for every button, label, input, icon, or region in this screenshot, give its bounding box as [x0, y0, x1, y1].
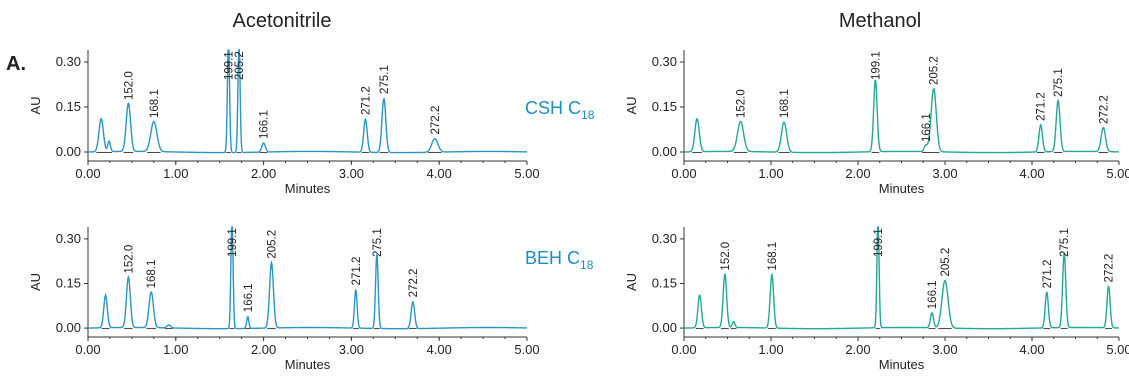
x-tick-label: 3.00 [339, 166, 364, 181]
peak-label: 271.2 [351, 257, 363, 286]
peak-label: 271.2 [360, 86, 372, 115]
x-tick-label: 5.00 [1106, 342, 1129, 357]
chart-methanol-beh: 0.00 1.00 2.00 3.00 4.00 5.00 0.00 0.15 0.30 Minu… [624, 226, 1129, 372]
panel-label: A. [6, 53, 26, 75]
column-label-beh-main: BEH C [525, 248, 580, 268]
peak-label: 272.2 [1104, 254, 1116, 283]
peak-label: 166.1 [243, 283, 255, 312]
x-tick-label: 0.00 [671, 166, 696, 181]
x-tick-label: 4.00 [1019, 166, 1044, 181]
y-tick-label: 0.15 [56, 99, 81, 114]
x-tick-label: 4.00 [1019, 342, 1044, 357]
column-label-csh: CSH C18 [525, 98, 595, 122]
x-axis-label: Minutes [879, 181, 925, 196]
x-tick-label: 3.00 [339, 342, 364, 357]
x-tick-label: 1.00 [758, 166, 783, 181]
column-label-csh-main: CSH C [525, 98, 581, 118]
x-tick-label: 2.00 [251, 342, 276, 357]
peak-label: 275.1 [1053, 68, 1065, 97]
chromatogram-trace [683, 226, 1120, 330]
y-tick-label: 0.15 [56, 275, 81, 290]
y-tick-label: 0.15 [652, 99, 677, 114]
y-axis-label: AU [28, 273, 43, 291]
x-tick-label: 1.00 [163, 166, 188, 181]
peak-label: 272.2 [1098, 95, 1110, 124]
chromatogram-trace [683, 79, 1120, 154]
peak-label: 205.2 [940, 248, 952, 277]
chromatogram-trace [87, 226, 528, 330]
y-tick-label: 0.00 [56, 320, 81, 335]
x-tick-label: 2.00 [845, 342, 870, 357]
peak-label: 272.2 [430, 106, 442, 135]
peak-label: 152.0 [736, 89, 748, 118]
x-axis-label: Minutes [285, 181, 331, 196]
y-axis-label: AU [28, 96, 43, 114]
methanol-title: Methanol [839, 10, 921, 32]
x-tick-label: 5.00 [1106, 166, 1129, 181]
peak-label: 152.0 [720, 242, 732, 271]
x-tick-label: 0.00 [75, 166, 100, 181]
x-tick-label: 2.00 [251, 166, 276, 181]
y-tick-label: 0.00 [56, 144, 81, 159]
y-tick-label: 0.30 [56, 54, 81, 69]
peak-label: 199.1 [223, 51, 235, 80]
x-tick-label: 4.00 [427, 166, 452, 181]
x-tick-label: 1.00 [163, 342, 188, 357]
peak-label: 166.1 [927, 280, 939, 309]
x-tick-label: 2.00 [845, 166, 870, 181]
peak-label: 166.1 [921, 113, 933, 142]
peak-label: 271.2 [1036, 92, 1048, 121]
y-axis-label: AU [624, 96, 639, 114]
peak-label: 166.1 [259, 110, 271, 139]
peak-label: 199.1 [227, 228, 239, 257]
column-label-beh: BEH C18 [525, 248, 594, 272]
x-tick-label: 5.00 [514, 342, 539, 357]
peak-label: 168.1 [767, 242, 779, 271]
column-label-beh-sub: 18 [580, 258, 594, 272]
peak-label: 168.1 [149, 89, 161, 118]
y-tick-label: 0.15 [652, 275, 677, 290]
x-tick-label: 3.00 [932, 166, 957, 181]
peak-label: 199.1 [870, 51, 882, 80]
x-tick-label: 3.00 [932, 342, 957, 357]
peak-label: 168.1 [146, 260, 158, 289]
x-tick-label: 1.00 [758, 342, 783, 357]
acetonitrile-title: Acetonitrile [233, 10, 332, 32]
peak-label: 168.1 [779, 89, 791, 118]
peak-label: 205.2 [267, 230, 279, 259]
peak-label: 275.1 [1059, 228, 1071, 257]
chart-acetonitrile-beh: 0.00 1.00 2.00 3.00 4.00 5.00 0.00 0.15 0.30 Minu… [28, 226, 540, 372]
y-tick-label: 0.00 [652, 320, 677, 335]
peak-label: 271.2 [1042, 260, 1054, 289]
x-tick-label: 0.00 [671, 342, 696, 357]
chromatogram-trace [87, 49, 528, 154]
peak-label: 205.2 [929, 56, 941, 85]
chart-acetonitrile-csh: 0.00 1.00 2.00 3.00 4.00 5.00 0.00 0.15 0.30 Minu… [28, 49, 540, 196]
peak-label: 152.0 [123, 245, 135, 274]
peak-label: 152.0 [123, 71, 135, 100]
y-axis-label: AU [624, 273, 639, 291]
x-tick-label: 0.00 [75, 342, 100, 357]
column-label-csh-sub: 18 [581, 108, 595, 122]
x-tick-label: 4.00 [427, 342, 452, 357]
peak-label: 275.1 [372, 228, 384, 257]
chart-methanol-csh: 0.00 1.00 2.00 3.00 4.00 5.00 0.00 0.15 0.30 Minu… [624, 50, 1129, 196]
x-axis-label: Minutes [285, 357, 331, 372]
x-axis-label: Minutes [879, 357, 925, 372]
y-tick-label: 0.30 [652, 54, 677, 69]
peak-label: 199.1 [873, 228, 885, 257]
x-tick-label: 5.00 [514, 166, 539, 181]
y-tick-label: 0.30 [56, 231, 81, 246]
peak-label: 205.2 [234, 51, 246, 80]
y-tick-label: 0.30 [652, 231, 677, 246]
y-tick-label: 0.00 [652, 144, 677, 159]
peak-label: 275.1 [379, 65, 391, 94]
peak-label: 272.2 [408, 269, 420, 298]
